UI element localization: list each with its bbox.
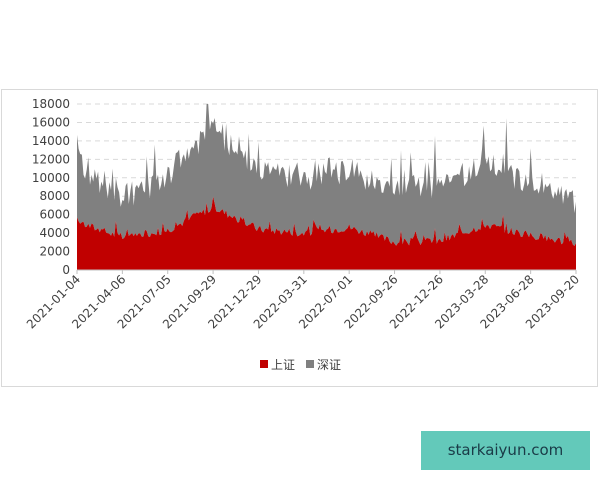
legend: 上证 深证 xyxy=(260,358,341,372)
y-tick-label: 8000 xyxy=(39,189,70,203)
x-axis: 2021-01-042021-04-062021-07-052021-09-29… xyxy=(24,269,582,331)
y-tick-label: 6000 xyxy=(39,208,70,222)
series-area-shenzhen xyxy=(77,104,576,270)
y-tick-label: 4000 xyxy=(39,226,70,240)
legend-label: 上证 xyxy=(271,358,295,372)
legend-swatch xyxy=(260,360,268,368)
series-area-shanghai xyxy=(77,196,576,270)
y-tick-label: 16000 xyxy=(32,115,70,129)
stacked-area-chart: 0 2000 4000 6000 8000 10000 12000 14000 16000 180… xyxy=(24,97,582,372)
y-axis: 0 2000 4000 6000 8000 10000 12000 14000 16000 180… xyxy=(32,97,70,277)
y-tick-label: 18000 xyxy=(32,97,70,111)
y-tick-label: 12000 xyxy=(32,152,70,166)
chart-frame: 0 2000 4000 6000 8000 10000 12000 14000 16000 180… xyxy=(1,89,598,387)
y-tick-label: 10000 xyxy=(32,171,70,185)
watermark-badge: starkaiyun.com xyxy=(421,431,590,470)
y-tick-label: 2000 xyxy=(39,245,70,259)
y-tick-label: 14000 xyxy=(32,134,70,148)
series-areas xyxy=(77,104,576,270)
y-tick-label: 0 xyxy=(62,263,70,277)
legend-swatch xyxy=(306,360,314,368)
legend-label: 深证 xyxy=(317,358,341,372)
